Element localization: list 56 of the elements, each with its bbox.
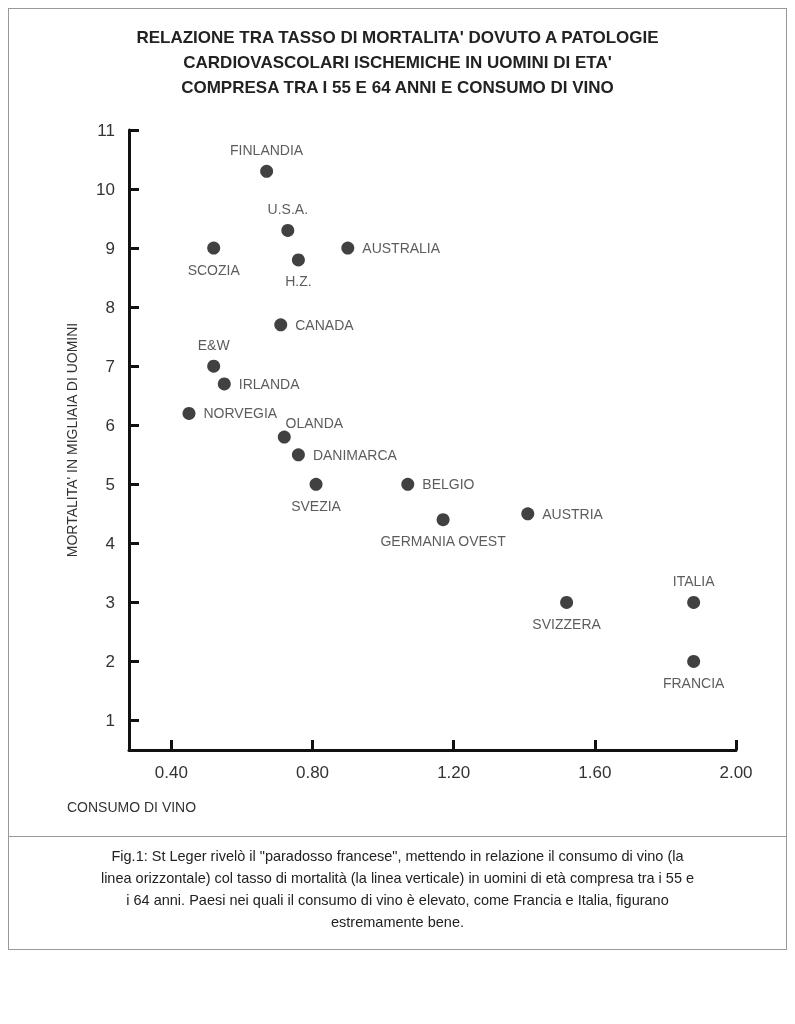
point (217, 377, 231, 391)
annotation: AUSTRALIA (362, 240, 441, 257)
chart-title: RELAZIONE TRA TASSO DI MORTALITA' DOVUTO A PATOLOGIE CARDIOVASCOLARI ISCHEMICHE IN UOMINI DI ETA' COMPRESA TRA I 55 E 64 ANNI E CONSUMO DI VINO (135, 27, 660, 99)
point (277, 430, 291, 444)
x-tick-label: 2.00 (719, 763, 753, 782)
annotation: AUSTRIA (542, 505, 604, 522)
x-axis-title: CONSUMO DI VINO (67, 799, 197, 815)
point (687, 595, 701, 609)
caption: Fig.1: St Leger rivelò il "paradosso francese", mettendo in relazione il consumo di vino (la linea orizzontale) col tasso di mortalità (la linea verticale) in uomini di età compresa tra i 55 e i 64 anni. Paesi nei quali il consumo di vino è elevato, come Francia e Italia, figurano estremamente bene. (99, 847, 696, 932)
point (291, 253, 305, 267)
point (521, 507, 535, 521)
point (401, 477, 415, 491)
annotation: ITALIA (672, 572, 716, 589)
annotation: FINLANDIA (230, 141, 304, 158)
point (260, 164, 274, 178)
point (291, 448, 305, 462)
annotation: NORVEGIA (203, 405, 278, 422)
point (309, 477, 323, 491)
y-tick-label: 11 (97, 120, 115, 140)
x-tick-label: 1.20 (437, 763, 471, 782)
point (687, 654, 701, 668)
y-tick-label: 9 (105, 238, 115, 258)
point (341, 241, 355, 255)
annotation: DANIMARCA (312, 446, 398, 463)
y-tick-label: 5 (105, 474, 115, 494)
point (207, 241, 221, 255)
annotation: IRLANDA (238, 375, 301, 392)
y-tick-label: 8 (105, 297, 115, 317)
point (207, 359, 221, 373)
point (182, 406, 196, 420)
annotation: H.Z. (285, 273, 312, 290)
annotation: GERMANIA OVEST (380, 533, 507, 550)
y-tick-label: 4 (105, 533, 115, 553)
y-tick-label: 7 (105, 356, 115, 376)
annotation: SVIZZERA (532, 615, 602, 632)
point (436, 513, 450, 527)
y-tick-label: 1 (105, 710, 115, 730)
x-tick-label: 1.60 (578, 763, 612, 782)
point (281, 223, 295, 237)
y-tick-label: 10 (96, 179, 115, 199)
point (560, 595, 574, 609)
annotation: BELGIO (422, 476, 475, 493)
x-tick-label: 0.80 (295, 763, 330, 782)
annotation: SCOZIA (187, 261, 241, 278)
annotation: E&W (197, 336, 231, 353)
annotation: U.S.A. (267, 200, 309, 217)
x-tick-label: 0.40 (154, 763, 188, 782)
y-tick-label: 3 (105, 592, 115, 612)
annotation: SVEZIA (291, 497, 342, 514)
y-axis-title: MORTALITA' IN MIGLIAIA DI UOMINI (64, 322, 80, 558)
y-tick-label: 6 (105, 415, 115, 435)
point (274, 318, 288, 332)
annotation: OLANDA (285, 415, 344, 432)
annotation: FRANCIA (662, 674, 726, 691)
annotation: CANADA (295, 316, 355, 333)
y-tick-label: 2 (105, 651, 115, 671)
